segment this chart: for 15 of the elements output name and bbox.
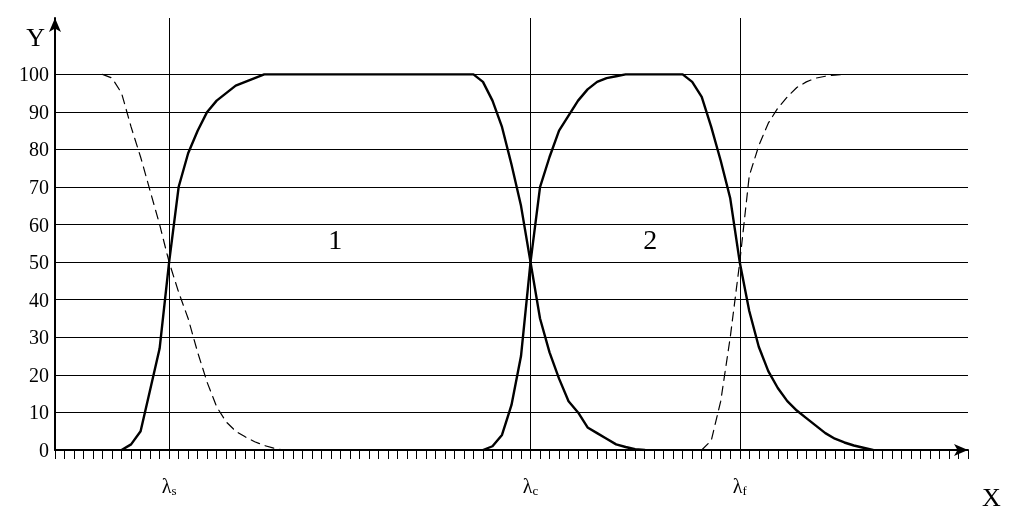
y-tick-label: 50 bbox=[29, 251, 49, 274]
y-tick-label: 10 bbox=[29, 401, 49, 424]
y-tick-label: 70 bbox=[29, 176, 49, 199]
x-axis-title: X bbox=[982, 482, 1001, 510]
annotation: 1 bbox=[328, 224, 343, 256]
y-tick-label: 0 bbox=[39, 439, 49, 461]
y-tick-label: 80 bbox=[29, 138, 49, 161]
y-axis-title: Y bbox=[26, 22, 46, 52]
y-tick-label: 30 bbox=[29, 326, 49, 349]
y-tick-label: 20 bbox=[29, 363, 49, 386]
y-tick-label: 60 bbox=[29, 213, 49, 236]
y-tick-label: 100 bbox=[19, 63, 49, 86]
y-tick-label: 40 bbox=[29, 288, 49, 311]
annotation: 2 bbox=[643, 224, 658, 256]
y-tick-label: 90 bbox=[29, 100, 49, 123]
